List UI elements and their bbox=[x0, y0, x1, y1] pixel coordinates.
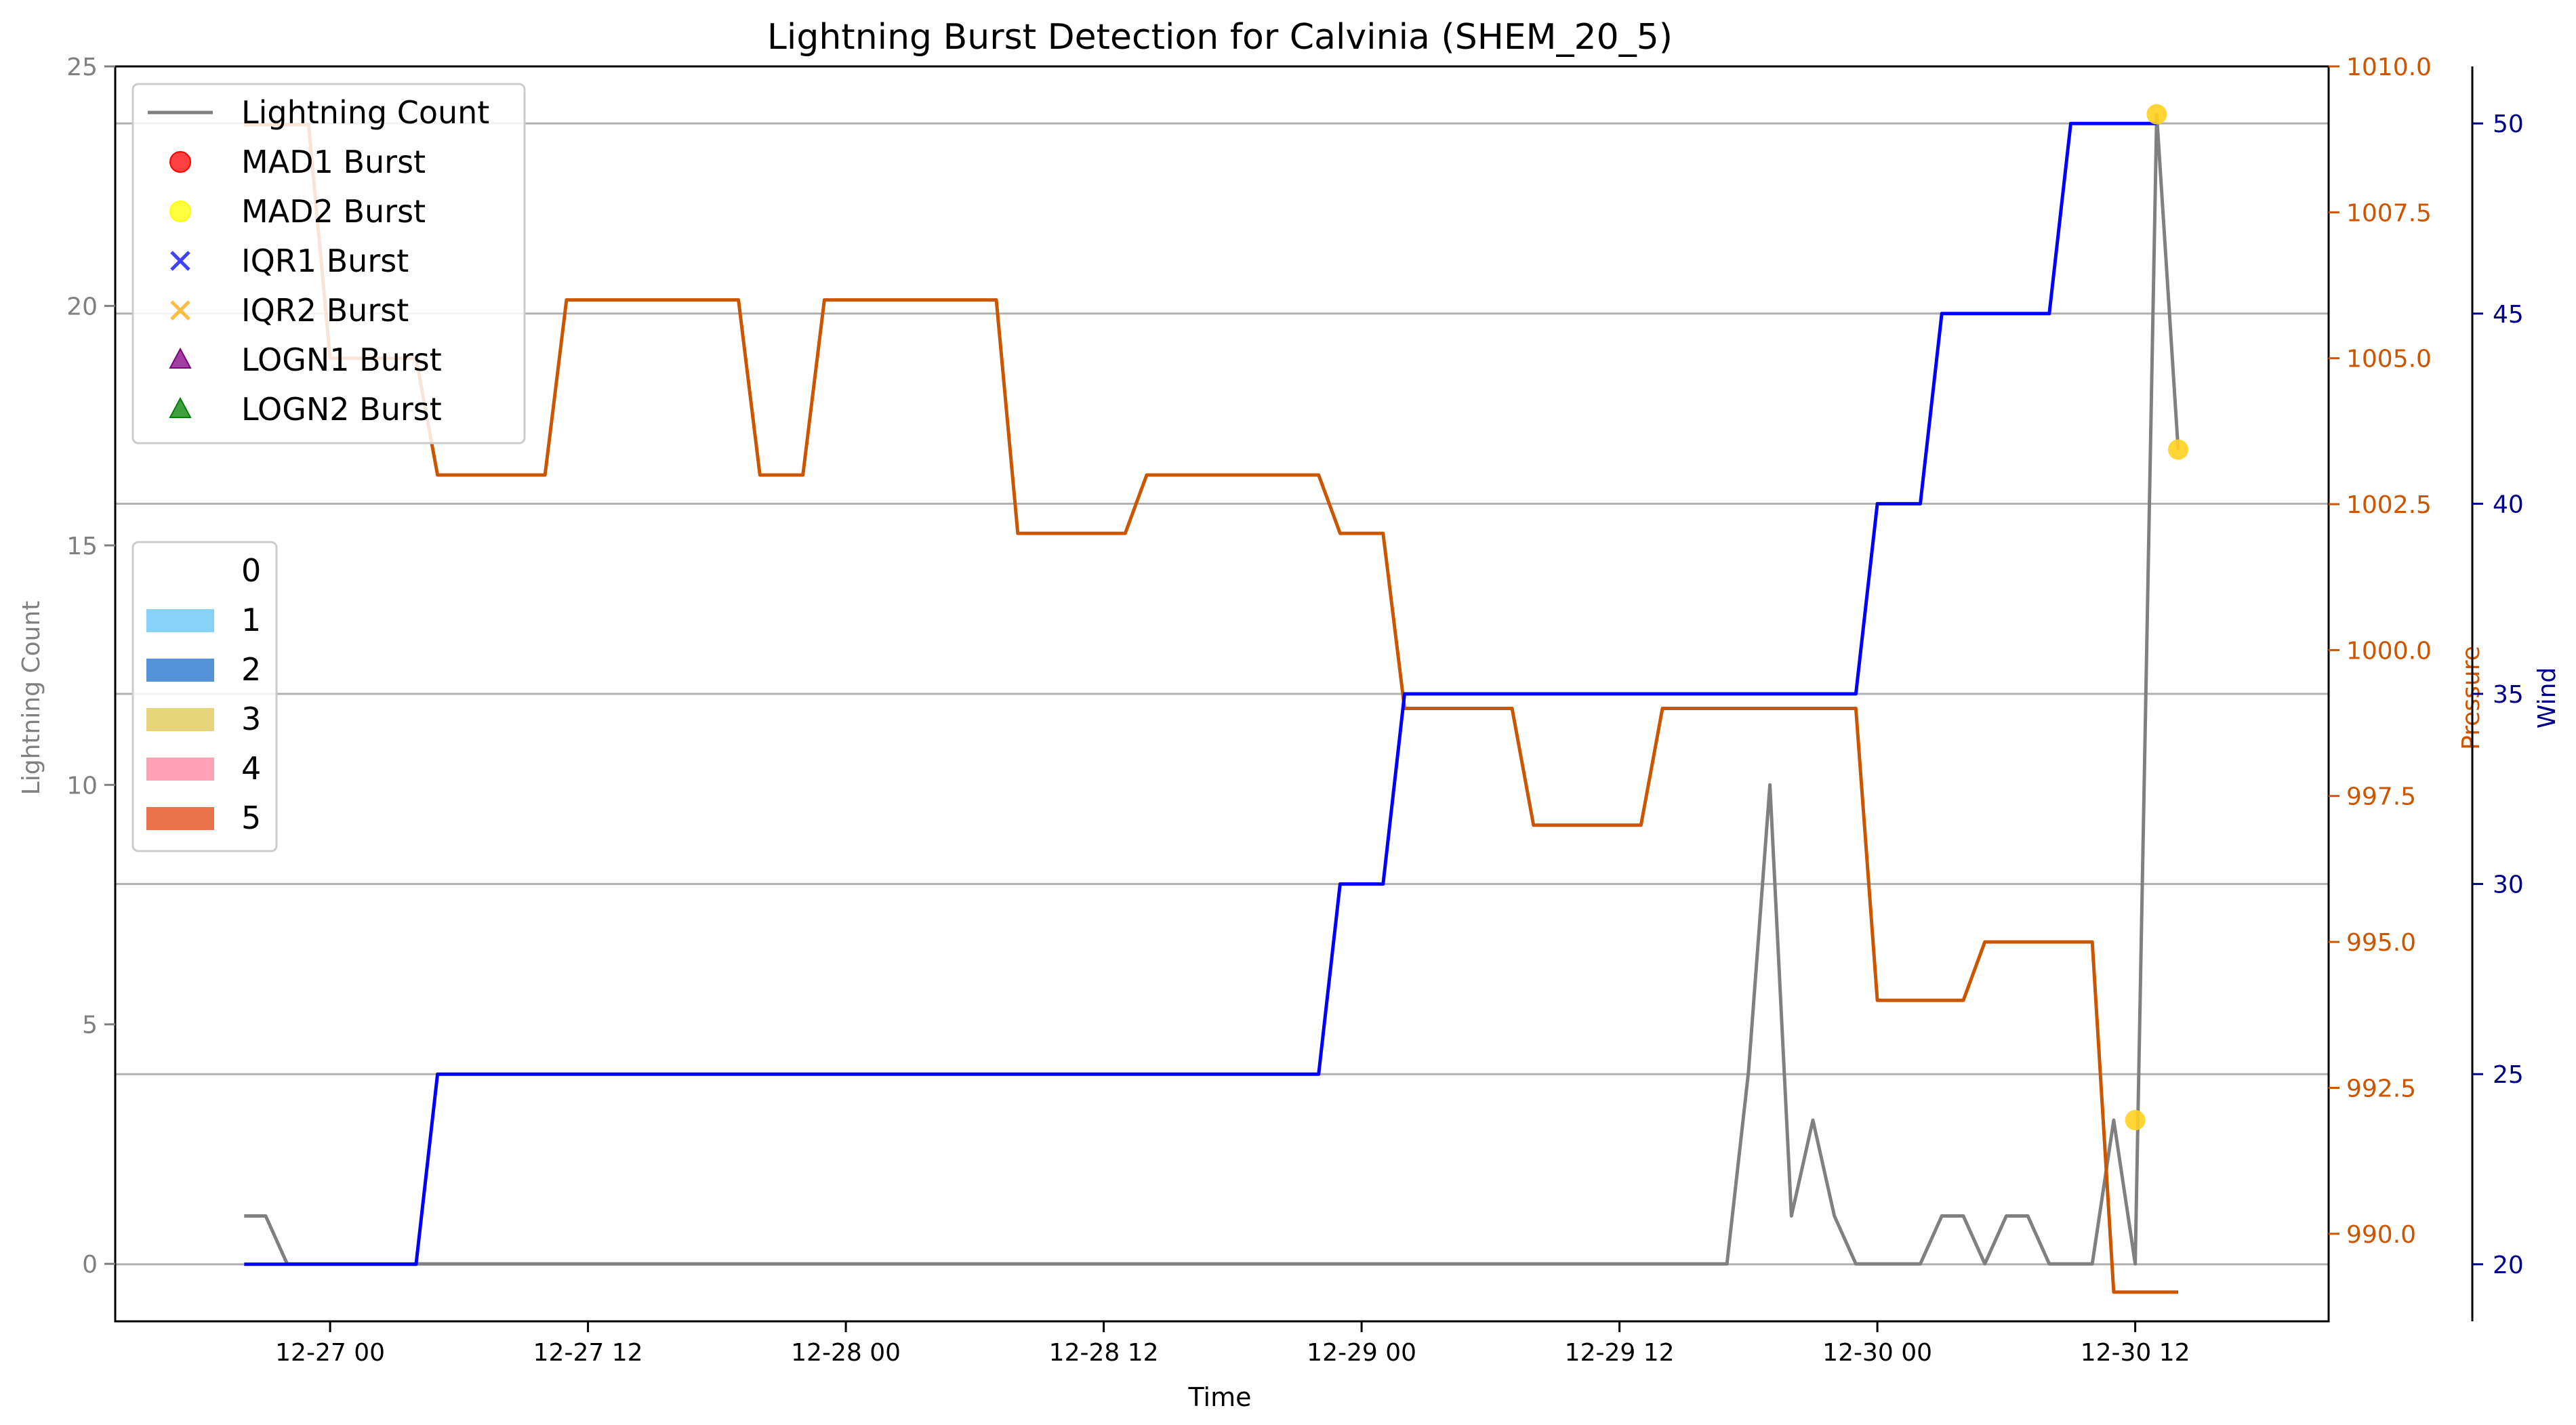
y-tick-label-left: 10 bbox=[66, 772, 98, 800]
legend-category-swatch bbox=[146, 609, 214, 632]
legend-series-label: MAD2 Burst bbox=[241, 193, 426, 230]
y-tick-label-left: 0 bbox=[82, 1251, 98, 1279]
y-tick-label-pressure: 1000.0 bbox=[2346, 637, 2432, 665]
legend-triangle-swatch bbox=[169, 396, 192, 418]
series-line-lightning-count bbox=[244, 112, 2180, 1266]
x-axis-label: Time bbox=[1188, 1382, 1252, 1412]
legend-series-label: MAD1 Burst bbox=[241, 144, 426, 180]
legend-triangle-swatch bbox=[169, 347, 192, 369]
legend-category-swatch bbox=[146, 708, 214, 731]
legend-category-swatch bbox=[146, 560, 214, 583]
x-tick-label: 12-28 12 bbox=[1049, 1339, 1159, 1367]
legend-x-swatch bbox=[170, 300, 190, 321]
series-layer bbox=[244, 112, 2180, 1294]
x-tick-label: 12-30 00 bbox=[1822, 1339, 1932, 1367]
x-tick-label: 12-29 12 bbox=[1565, 1339, 1675, 1367]
legend-category-label: 4 bbox=[241, 750, 261, 787]
legend-circle-swatch bbox=[169, 151, 191, 173]
legend-category-swatch bbox=[146, 659, 214, 682]
y-tick-label-wind: 25 bbox=[2493, 1061, 2524, 1089]
legend-category-swatch bbox=[146, 758, 214, 781]
y-tick-label-pressure: 1002.5 bbox=[2346, 491, 2432, 519]
y-tick-label-pressure: 1005.0 bbox=[2346, 346, 2432, 373]
y-tick-label-pressure: 990.0 bbox=[2346, 1221, 2416, 1249]
y-tick-label-pressure: 997.5 bbox=[2346, 783, 2416, 811]
plot-frame bbox=[114, 65, 2330, 1323]
y-tick-label-wind: 50 bbox=[2493, 110, 2524, 138]
legend-category-label: 3 bbox=[241, 701, 261, 737]
legend-category-label: 0 bbox=[241, 552, 261, 589]
y-tick-label-pressure: 1007.5 bbox=[2346, 199, 2432, 227]
y-tick-label-wind: 40 bbox=[2493, 491, 2524, 518]
y-tick-label-left: 15 bbox=[66, 533, 98, 560]
legend-series-label: LOGN1 Burst bbox=[241, 342, 442, 378]
legend-series-label: LOGN2 Burst bbox=[241, 391, 442, 428]
chart-title: Lightning Burst Detection for Calvinia (… bbox=[767, 17, 1673, 58]
axes-layer: 12-27 00 12-27 12 12-28 00 12-28 12 12-29 00… bbox=[66, 54, 2524, 1367]
legend-layer: Lightning Count MAD1 Burst MAD2 Burst IQR1 … bbox=[131, 83, 526, 852]
y-tick-label-left: 25 bbox=[66, 54, 98, 81]
series-line-wind bbox=[244, 121, 2157, 1266]
legend-category-label: 1 bbox=[241, 602, 261, 638]
legend-series-label: IQR2 Burst bbox=[241, 292, 409, 329]
burst-marker bbox=[2125, 1110, 2146, 1131]
y-tick-label-left: 5 bbox=[82, 1012, 98, 1039]
y-axis-label-wind: Wind bbox=[2533, 667, 2561, 728]
x-tick-label: 12-27 12 bbox=[533, 1339, 643, 1367]
y-tick-label-pressure: 995.0 bbox=[2346, 929, 2416, 957]
x-tick-label: 12-27 00 bbox=[275, 1339, 385, 1367]
legend-category-swatch bbox=[146, 807, 214, 830]
y-tick-label-pressure: 992.5 bbox=[2346, 1075, 2416, 1102]
y-tick-label-wind: 20 bbox=[2493, 1252, 2524, 1279]
legend-x-swatch bbox=[170, 251, 190, 271]
x-tick-label: 12-30 12 bbox=[2081, 1339, 2190, 1367]
legend-category-label: 2 bbox=[241, 651, 261, 688]
y-tick-label-pressure: 1010.0 bbox=[2346, 54, 2432, 81]
legend-circle-swatch bbox=[169, 201, 191, 222]
y-tick-label-wind: 35 bbox=[2493, 681, 2524, 709]
burst-marker bbox=[2146, 104, 2167, 125]
burst-layer bbox=[2125, 104, 2189, 1131]
burst-marker bbox=[2168, 439, 2189, 460]
y-tick-label-wind: 30 bbox=[2493, 871, 2524, 899]
y-tick-label-wind: 45 bbox=[2493, 301, 2524, 329]
legend-series-label: Lightning Count bbox=[241, 94, 489, 131]
legend-category-label: 5 bbox=[241, 800, 261, 836]
x-tick-label: 12-28 00 bbox=[791, 1339, 901, 1367]
series-line-pressure bbox=[244, 123, 2178, 1294]
legend-series-label: IQR1 Burst bbox=[241, 243, 409, 279]
x-tick-label: 12-29 00 bbox=[1307, 1339, 1416, 1367]
y-axis-label-left: Lightning Count bbox=[18, 601, 45, 796]
y-tick-label-left: 20 bbox=[66, 293, 98, 321]
legend-series-box bbox=[131, 83, 526, 445]
